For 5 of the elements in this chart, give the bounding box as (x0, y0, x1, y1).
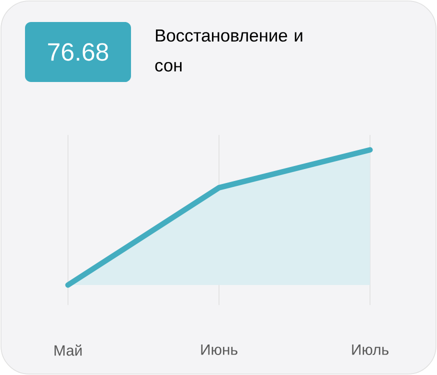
text: 76.68 (48, 43, 108, 61)
chart-title: Восстановление и сон (155, 30, 302, 72)
x-tick-label: Июль (352, 344, 388, 355)
x-tick-label: Май (54, 344, 82, 356)
x-tick-label: Июнь (201, 344, 238, 355)
